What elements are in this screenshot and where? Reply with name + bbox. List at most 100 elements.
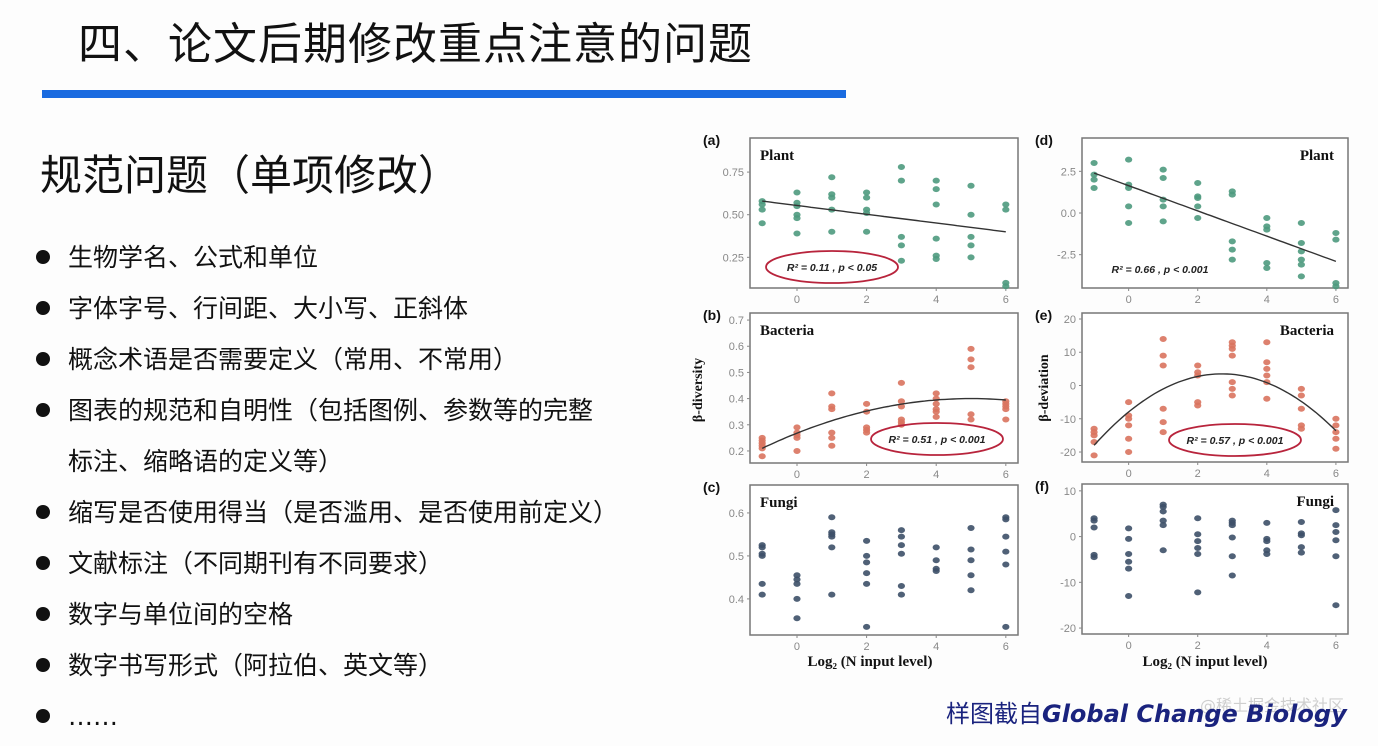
x-axis-label-left: Log₂ (N input level): [808, 654, 933, 670]
x-tick-label: 0: [1126, 468, 1132, 480]
data-point: [1125, 399, 1133, 406]
bullet-item: 数字与单位间的空格: [36, 593, 618, 644]
data-point: [1228, 572, 1236, 579]
data-point: [793, 230, 801, 237]
data-point: [1332, 522, 1340, 529]
bullet-item: 字体字号、行间距、大小写、正斜体: [36, 287, 618, 338]
data-point: [967, 411, 975, 418]
data-point: [1228, 379, 1236, 386]
data-point: [1125, 525, 1133, 532]
data-point: [1159, 203, 1167, 210]
data-point: [862, 189, 871, 196]
data-point: [1090, 452, 1098, 459]
data-point: [862, 194, 871, 201]
bullet-item: 数字书写形式（阿拉伯、英文等）: [36, 644, 618, 695]
data-point: [1002, 283, 1010, 290]
data-point: [967, 356, 975, 363]
data-point: [1228, 238, 1236, 245]
y-tick-label: -10: [1060, 414, 1076, 426]
bullet-dot-icon: [36, 658, 50, 672]
stats-annotation: R² = 0.66 , p < 0.001: [1112, 264, 1209, 276]
data-point: [1159, 405, 1167, 412]
data-point: [1332, 537, 1340, 544]
data-point: [1228, 191, 1236, 198]
data-point: [828, 434, 836, 441]
data-point: [1159, 503, 1167, 510]
bullet-item: ……: [36, 695, 618, 746]
data-point: [828, 390, 836, 397]
panel-title: Bacteria: [760, 323, 815, 339]
data-point: [1332, 553, 1340, 560]
bullet-dot-icon: [36, 403, 50, 417]
data-point: [793, 424, 801, 431]
data-point: [1125, 435, 1133, 442]
data-point: [862, 537, 871, 544]
data-point: [1090, 432, 1098, 439]
data-point: [1159, 175, 1167, 181]
data-point: [828, 533, 836, 540]
data-point: [862, 623, 871, 630]
y-tick-label: -20: [1060, 447, 1076, 459]
data-point: [1159, 429, 1167, 436]
data-point: [758, 201, 766, 208]
fit-line: [1093, 373, 1337, 446]
y-axis-label-left: β-diversity: [691, 358, 706, 422]
y-tick-label: 0.25: [723, 252, 744, 264]
x-tick-label: 0: [794, 641, 800, 653]
data-point: [862, 228, 871, 235]
data-point: [1194, 195, 1202, 201]
data-point: [862, 400, 871, 407]
fit-line: [1093, 172, 1337, 263]
panel-title: Plant: [1300, 148, 1334, 164]
data-point: [1090, 517, 1098, 524]
data-point: [1159, 522, 1167, 529]
x-tick-label: 2: [864, 294, 870, 306]
data-point: [1297, 405, 1305, 412]
data-point: [967, 254, 975, 261]
data-point: [897, 398, 906, 405]
data-point: [1159, 419, 1167, 426]
data-point: [1263, 260, 1271, 266]
bullet-text: ……: [68, 702, 118, 731]
x-tick-label: 6: [1003, 294, 1009, 306]
panel-label: (c): [703, 479, 720, 495]
data-point: [1332, 602, 1340, 609]
data-point: [828, 544, 836, 551]
data-point: [1263, 395, 1271, 402]
data-point: [1194, 545, 1202, 552]
data-point: [1002, 548, 1010, 555]
data-point: [1263, 519, 1271, 526]
bullet-text: 生物学名、公式和单位: [68, 243, 319, 272]
data-point: [1002, 201, 1010, 208]
x-tick-label: 2: [1195, 468, 1201, 480]
data-point: [1297, 240, 1305, 246]
data-point: [793, 189, 801, 196]
data-point: [1297, 273, 1305, 280]
data-point: [1228, 385, 1236, 392]
data-point: [967, 242, 975, 249]
data-point: [897, 533, 906, 540]
x-tick-label: 4: [933, 641, 939, 653]
stats-annotation: R² = 0.11 , p < 0.05: [787, 262, 877, 274]
data-point: [1002, 561, 1010, 568]
data-point: [1297, 544, 1305, 551]
stats-annotation: R² = 0.51 , p < 0.001: [889, 434, 986, 446]
x-tick-label: 6: [1333, 640, 1339, 652]
data-point: [1228, 345, 1236, 352]
data-point: [932, 544, 940, 551]
x-tick-label: 0: [1126, 640, 1132, 652]
data-point: [1090, 185, 1098, 191]
bullet-text: 字体字号、行间距、大小写、正斜体: [68, 294, 469, 323]
data-point: [1297, 261, 1305, 268]
bullet-item: 缩写是否使用得当（是否滥用、是否使用前定义）: [36, 491, 618, 542]
data-point: [758, 580, 766, 587]
data-point: [758, 591, 766, 598]
data-point: [967, 182, 975, 189]
data-point: [897, 177, 906, 184]
data-point: [828, 194, 836, 201]
data-point: [1263, 215, 1271, 221]
data-point: [1194, 215, 1202, 221]
panel-label: (a): [703, 132, 720, 148]
data-point: [793, 615, 801, 622]
